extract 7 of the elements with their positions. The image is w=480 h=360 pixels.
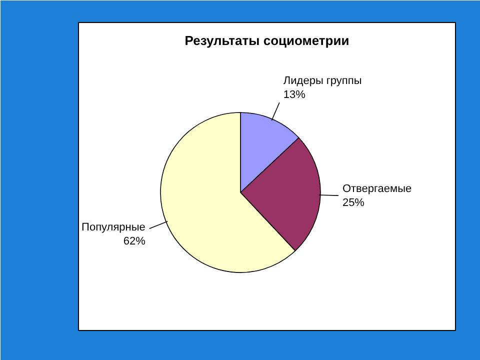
slice-label: Отвергаемые <box>342 183 412 196</box>
data-label: 25% <box>342 197 365 210</box>
chart-title: Результаты социометрии <box>184 33 350 48</box>
data-label: 13% <box>283 88 306 101</box>
slice-label: Лидеры группы <box>283 74 362 87</box>
slice-label: Популярные <box>82 221 146 234</box>
data-label: 62% <box>123 235 146 248</box>
